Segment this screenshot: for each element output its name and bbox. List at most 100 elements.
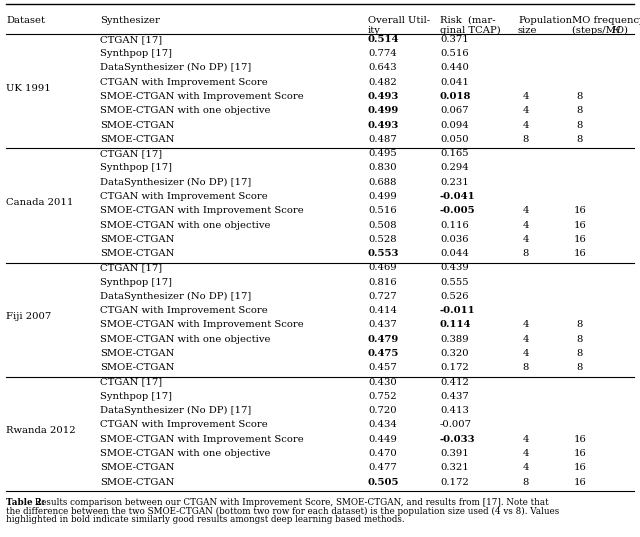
Text: 16: 16 bbox=[573, 249, 586, 258]
Text: CTGAN with Improvement Score: CTGAN with Improvement Score bbox=[100, 420, 268, 430]
Text: Synthpop [17]: Synthpop [17] bbox=[100, 392, 172, 401]
Text: 0.477: 0.477 bbox=[368, 463, 397, 473]
Text: 8: 8 bbox=[523, 364, 529, 372]
Text: 0.114: 0.114 bbox=[440, 321, 472, 330]
Text: SMOE-CTGAN with one objective: SMOE-CTGAN with one objective bbox=[100, 221, 271, 229]
Text: -0.011: -0.011 bbox=[440, 306, 476, 315]
Text: Rwanda 2012: Rwanda 2012 bbox=[6, 426, 76, 436]
Text: H: H bbox=[611, 26, 620, 35]
Text: 0.116: 0.116 bbox=[440, 221, 468, 229]
Text: 0.067: 0.067 bbox=[440, 106, 468, 115]
Text: SMOE-CTGAN with Improvement Score: SMOE-CTGAN with Improvement Score bbox=[100, 321, 304, 330]
Text: 0.505: 0.505 bbox=[368, 477, 399, 487]
Text: 0.440: 0.440 bbox=[440, 63, 469, 72]
Text: 0.555: 0.555 bbox=[440, 278, 468, 287]
Text: 4: 4 bbox=[523, 92, 529, 101]
Text: 0.050: 0.050 bbox=[440, 135, 468, 144]
Text: 4: 4 bbox=[523, 221, 529, 229]
Text: SMOE-CTGAN: SMOE-CTGAN bbox=[100, 120, 174, 129]
Text: SMOE-CTGAN: SMOE-CTGAN bbox=[100, 349, 174, 358]
Text: Overall Util-: Overall Util- bbox=[368, 16, 430, 25]
Text: ity: ity bbox=[368, 26, 381, 35]
Text: 0.752: 0.752 bbox=[368, 392, 397, 401]
Text: SMOE-CTGAN: SMOE-CTGAN bbox=[100, 364, 174, 372]
Text: the difference between the two SMOE-CTGAN (bottom two row for each dataset) is t: the difference between the two SMOE-CTGA… bbox=[6, 506, 559, 516]
Text: 0.688: 0.688 bbox=[368, 178, 397, 187]
Text: 8: 8 bbox=[577, 335, 583, 344]
Text: 0.499: 0.499 bbox=[368, 106, 399, 115]
Text: 0.514: 0.514 bbox=[368, 35, 399, 44]
Text: 0.294: 0.294 bbox=[440, 163, 468, 172]
Text: 0.412: 0.412 bbox=[440, 378, 469, 387]
Text: 8: 8 bbox=[577, 349, 583, 358]
Text: 0.479: 0.479 bbox=[368, 335, 399, 344]
Text: CTGAN [17]: CTGAN [17] bbox=[100, 378, 162, 387]
Text: 4: 4 bbox=[523, 206, 529, 215]
Text: 0.449: 0.449 bbox=[368, 435, 397, 444]
Text: Synthpop [17]: Synthpop [17] bbox=[100, 163, 172, 172]
Text: 0.172: 0.172 bbox=[440, 364, 468, 372]
Text: highlighted in bold indicate similarly good results amongst deep learning based : highlighted in bold indicate similarly g… bbox=[6, 515, 404, 524]
Text: ginal TCAP): ginal TCAP) bbox=[440, 26, 500, 35]
Text: 0.036: 0.036 bbox=[440, 235, 468, 244]
Text: Synthesizer: Synthesizer bbox=[100, 16, 160, 25]
Text: 8: 8 bbox=[577, 120, 583, 129]
Text: 16: 16 bbox=[573, 221, 586, 229]
Text: 0.487: 0.487 bbox=[368, 135, 397, 144]
Text: DataSynthesizer (No DP) [17]: DataSynthesizer (No DP) [17] bbox=[100, 292, 252, 301]
Text: Canada 2011: Canada 2011 bbox=[6, 198, 74, 207]
Text: 0.041: 0.041 bbox=[440, 78, 469, 86]
Text: 0.434: 0.434 bbox=[368, 420, 397, 430]
Text: 0.457: 0.457 bbox=[368, 364, 397, 372]
Text: 8: 8 bbox=[523, 135, 529, 144]
Text: Population: Population bbox=[518, 16, 572, 25]
Text: 8: 8 bbox=[577, 321, 583, 330]
Text: DataSynthesizer (No DP) [17]: DataSynthesizer (No DP) [17] bbox=[100, 406, 252, 415]
Text: 0.495: 0.495 bbox=[368, 149, 397, 158]
Text: Synthpop [17]: Synthpop [17] bbox=[100, 49, 172, 58]
Text: 0.469: 0.469 bbox=[368, 263, 397, 272]
Text: Dataset: Dataset bbox=[6, 16, 45, 25]
Text: Table 2:: Table 2: bbox=[6, 498, 45, 507]
Text: SMOE-CTGAN with Improvement Score: SMOE-CTGAN with Improvement Score bbox=[100, 92, 304, 101]
Text: 0.044: 0.044 bbox=[440, 249, 469, 258]
Text: 0.470: 0.470 bbox=[368, 449, 397, 458]
Text: 0.516: 0.516 bbox=[440, 49, 468, 58]
Text: 0.774: 0.774 bbox=[368, 49, 397, 58]
Text: 16: 16 bbox=[573, 477, 586, 487]
Text: 16: 16 bbox=[573, 235, 586, 244]
Text: 4: 4 bbox=[523, 321, 529, 330]
Text: SMOE-CTGAN: SMOE-CTGAN bbox=[100, 135, 174, 144]
Text: Fiji 2007: Fiji 2007 bbox=[6, 312, 51, 321]
Text: 0.371: 0.371 bbox=[440, 35, 468, 44]
Text: 8: 8 bbox=[577, 106, 583, 115]
Text: -0.005: -0.005 bbox=[440, 206, 476, 215]
Text: SMOE-CTGAN: SMOE-CTGAN bbox=[100, 477, 174, 487]
Text: Results comparison between our CTGAN with Improvement Score, SMOE-CTGAN, and res: Results comparison between our CTGAN wit… bbox=[32, 498, 549, 507]
Text: 4: 4 bbox=[523, 120, 529, 129]
Text: 0.516: 0.516 bbox=[368, 206, 397, 215]
Text: 0.727: 0.727 bbox=[368, 292, 397, 301]
Text: 0.526: 0.526 bbox=[440, 292, 468, 301]
Text: SMOE-CTGAN: SMOE-CTGAN bbox=[100, 463, 174, 473]
Text: SMOE-CTGAN: SMOE-CTGAN bbox=[100, 249, 174, 258]
Text: 0.720: 0.720 bbox=[368, 406, 397, 415]
Text: SMOE-CTGAN with one objective: SMOE-CTGAN with one objective bbox=[100, 106, 271, 115]
Text: SMOE-CTGAN with one objective: SMOE-CTGAN with one objective bbox=[100, 335, 271, 344]
Text: 0.321: 0.321 bbox=[440, 463, 468, 473]
Text: 0.508: 0.508 bbox=[368, 221, 397, 229]
Text: 0.643: 0.643 bbox=[368, 63, 397, 72]
Text: 0.231: 0.231 bbox=[440, 178, 468, 187]
Text: MO frequency: MO frequency bbox=[572, 16, 640, 25]
Text: 0.482: 0.482 bbox=[368, 78, 397, 86]
Text: 0.389: 0.389 bbox=[440, 335, 468, 344]
Text: Risk  (mar-: Risk (mar- bbox=[440, 16, 495, 25]
Text: UK 1991: UK 1991 bbox=[6, 84, 51, 92]
Text: DataSynthesizer (No DP) [17]: DataSynthesizer (No DP) [17] bbox=[100, 178, 252, 187]
Text: 0.553: 0.553 bbox=[368, 249, 399, 258]
Text: 0.499: 0.499 bbox=[368, 192, 397, 201]
Text: 0.437: 0.437 bbox=[440, 392, 468, 401]
Text: 16: 16 bbox=[573, 435, 586, 444]
Text: Synthpop [17]: Synthpop [17] bbox=[100, 278, 172, 287]
Text: (steps/MO): (steps/MO) bbox=[572, 26, 631, 35]
